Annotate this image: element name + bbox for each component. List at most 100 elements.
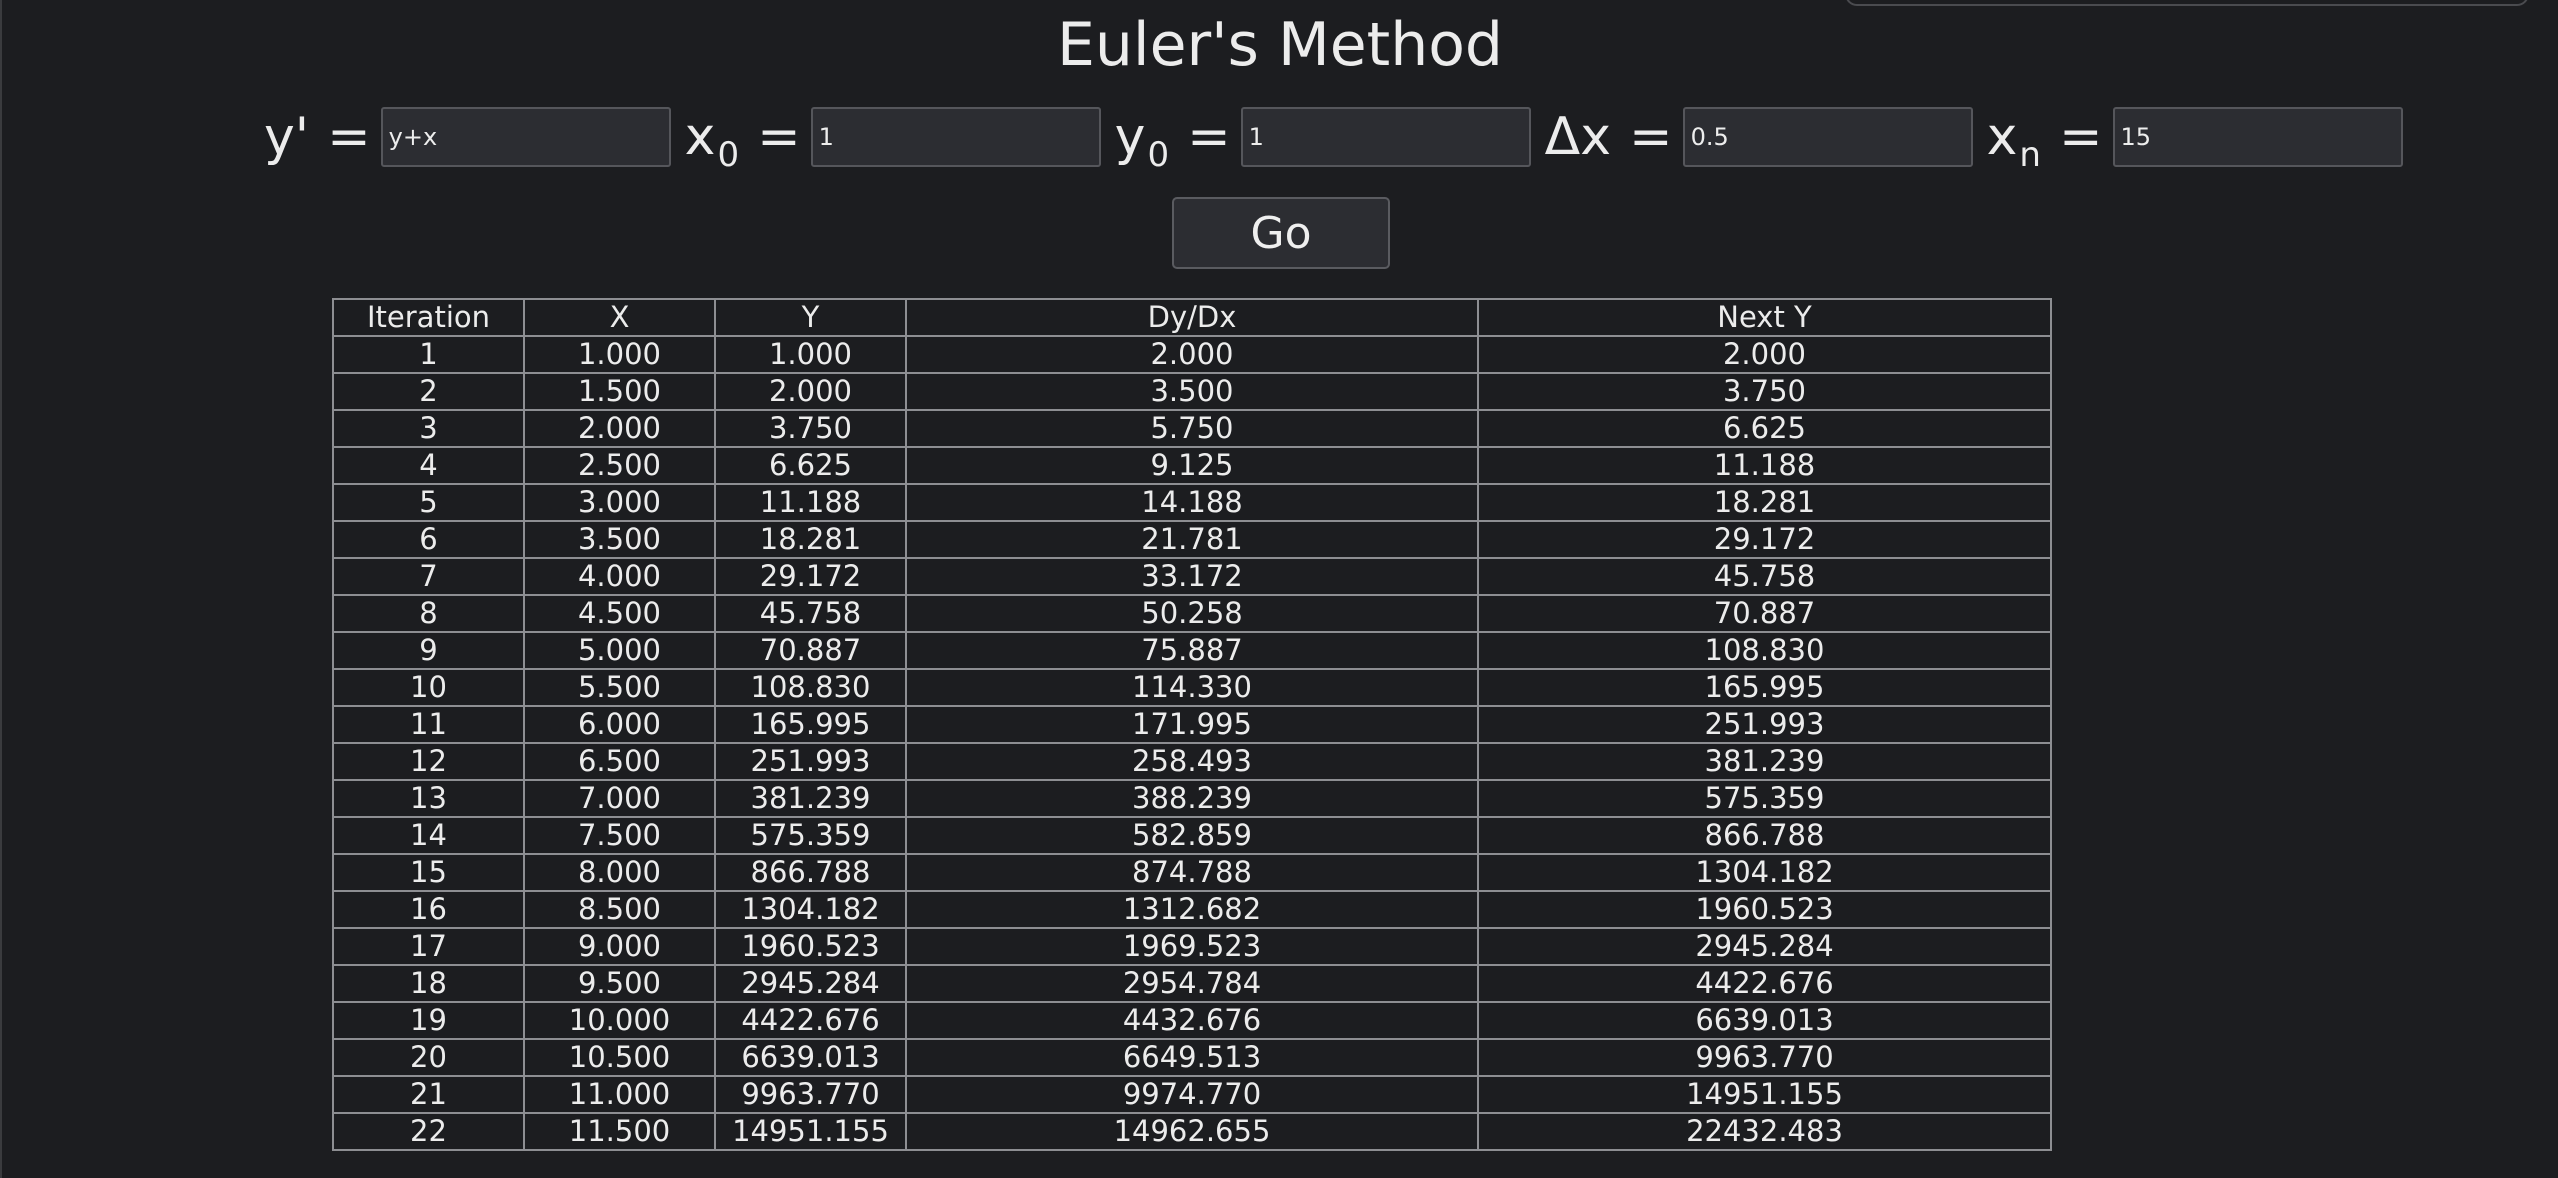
next-y-cell: 108.830 — [1477, 631, 2052, 670]
dydx-cell: 5.750 — [905, 409, 1479, 448]
xn-input[interactable] — [2112, 107, 2403, 167]
x0-input[interactable] — [810, 107, 1101, 167]
dydx-cell: 4432.676 — [905, 1001, 1479, 1040]
iteration-cell: 13 — [332, 779, 525, 818]
y-cell: 18.281 — [714, 520, 907, 559]
dydx-cell: 33.172 — [905, 557, 1479, 596]
dydx-cell: 582.859 — [905, 816, 1479, 855]
iteration-cell: 12 — [332, 742, 525, 781]
iteration-cell: 4 — [332, 446, 525, 485]
table-row: 7 4.000 29.172 33.172 45.758 — [332, 557, 2052, 596]
x-cell: 3.500 — [523, 520, 716, 559]
dydx-header: Dy/Dx — [905, 298, 1479, 337]
y-cell: 2945.284 — [714, 964, 907, 1003]
y-cell: 575.359 — [714, 816, 907, 855]
dydx-cell: 388.239 — [905, 779, 1479, 818]
table-row: 9 5.000 70.887 75.887 108.830 — [332, 631, 2052, 670]
next-y-header: Next Y — [1477, 298, 2052, 337]
x-cell: 8.000 — [523, 853, 716, 892]
next-y-cell: 18.281 — [1477, 483, 2052, 522]
x-cell: 6.000 — [523, 705, 716, 744]
next-y-cell: 4422.676 — [1477, 964, 2052, 1003]
table-row: 5 3.000 11.188 14.188 18.281 — [332, 483, 2052, 522]
y-cell: 6639.013 — [714, 1038, 907, 1077]
iteration-cell: 2 — [332, 372, 525, 411]
x-cell: 9.000 — [523, 927, 716, 966]
table-row: 14 7.500 575.359 582.859 866.788 — [332, 816, 2052, 855]
table-row: 16 8.500 1304.182 1312.682 1960.523 — [332, 890, 2052, 929]
table-row: 19 10.000 4422.676 4432.676 6639.013 — [332, 1001, 2052, 1040]
dydx-cell: 21.781 — [905, 520, 1479, 559]
y-cell: 108.830 — [714, 668, 907, 707]
iteration-cell: 17 — [332, 927, 525, 966]
next-y-cell: 165.995 — [1477, 668, 2052, 707]
y-cell: 251.993 — [714, 742, 907, 781]
table-row: 11 6.000 165.995 171.995 251.993 — [332, 705, 2052, 744]
xn-label: x n = — [1986, 107, 2103, 175]
table-row: 13 7.000 381.239 388.239 575.359 — [332, 779, 2052, 818]
iteration-cell: 21 — [332, 1075, 525, 1114]
dydx-cell: 14962.655 — [905, 1112, 1479, 1151]
dydx-cell: 9.125 — [905, 446, 1479, 485]
y0-label: y 0 = — [1114, 107, 1231, 175]
y-prime-input[interactable] — [380, 107, 671, 167]
iteration-header: Iteration — [332, 298, 525, 337]
y-cell: 6.625 — [714, 446, 907, 485]
dydx-cell: 171.995 — [905, 705, 1479, 744]
y-cell: 2.000 — [714, 372, 907, 411]
delta-x-input[interactable] — [1682, 107, 1973, 167]
y-cell: 70.887 — [714, 631, 907, 670]
next-y-cell: 22432.483 — [1477, 1112, 2052, 1151]
next-y-cell: 866.788 — [1477, 816, 2052, 855]
next-y-cell: 6.625 — [1477, 409, 2052, 448]
table-row: 18 9.500 2945.284 2954.784 4422.676 — [332, 964, 2052, 1003]
next-y-cell: 1304.182 — [1477, 853, 2052, 892]
dydx-cell: 2.000 — [905, 335, 1479, 374]
dydx-cell: 50.258 — [905, 594, 1479, 633]
y-cell: 29.172 — [714, 557, 907, 596]
next-y-cell: 3.750 — [1477, 372, 2052, 411]
x-header: X — [523, 298, 716, 337]
y-prime-label: y' = — [264, 107, 371, 167]
x-cell: 11.500 — [523, 1112, 716, 1151]
next-y-cell: 251.993 — [1477, 705, 2052, 744]
delta-x-label: Δx = — [1544, 107, 1673, 167]
table-body: 1 1.000 1.000 2.000 2.000 2 1.500 2.000 3.500 3.7… — [332, 335, 2052, 1151]
dydx-cell: 1969.523 — [905, 927, 1479, 966]
dydx-cell: 14.188 — [905, 483, 1479, 522]
table-row: 22 11.500 14951.155 14962.655 22432.483 — [332, 1112, 2052, 1151]
table-row: 3 2.000 3.750 5.750 6.625 — [332, 409, 2052, 448]
x-cell: 4.000 — [523, 557, 716, 596]
go-button[interactable]: Go — [1172, 197, 1390, 269]
y-cell: 11.188 — [714, 483, 907, 522]
x-cell: 3.000 — [523, 483, 716, 522]
table-row: 1 1.000 1.000 2.000 2.000 — [332, 335, 2052, 374]
x-cell: 9.500 — [523, 964, 716, 1003]
table-row: 2 1.500 2.000 3.500 3.750 — [332, 372, 2052, 411]
dydx-cell: 874.788 — [905, 853, 1479, 892]
table-row: 4 2.500 6.625 9.125 11.188 — [332, 446, 2052, 485]
iteration-cell: 9 — [332, 631, 525, 670]
y-cell: 45.758 — [714, 594, 907, 633]
parameter-form: y' = x 0 = y 0 = Δx = x n = — [264, 106, 2417, 175]
x-cell: 1.000 — [523, 335, 716, 374]
table-row: 21 11.000 9963.770 9974.770 14951.155 — [332, 1075, 2052, 1114]
iteration-cell: 6 — [332, 520, 525, 559]
iteration-cell: 11 — [332, 705, 525, 744]
y-cell: 1960.523 — [714, 927, 907, 966]
table-row: 8 4.500 45.758 50.258 70.887 — [332, 594, 2052, 633]
next-y-cell: 45.758 — [1477, 557, 2052, 596]
x-cell: 6.500 — [523, 742, 716, 781]
next-y-cell: 1960.523 — [1477, 890, 2052, 929]
table-row: 6 3.500 18.281 21.781 29.172 — [332, 520, 2052, 559]
y0-input[interactable] — [1240, 107, 1531, 167]
x-cell: 1.500 — [523, 372, 716, 411]
window-frame-edge — [1845, 0, 2529, 6]
table-row: 20 10.500 6639.013 6649.513 9963.770 — [332, 1038, 2052, 1077]
iteration-cell: 15 — [332, 853, 525, 892]
iteration-cell: 7 — [332, 557, 525, 596]
iteration-cell: 8 — [332, 594, 525, 633]
iteration-cell: 10 — [332, 668, 525, 707]
dydx-cell: 75.887 — [905, 631, 1479, 670]
table-row: 17 9.000 1960.523 1969.523 2945.284 — [332, 927, 2052, 966]
